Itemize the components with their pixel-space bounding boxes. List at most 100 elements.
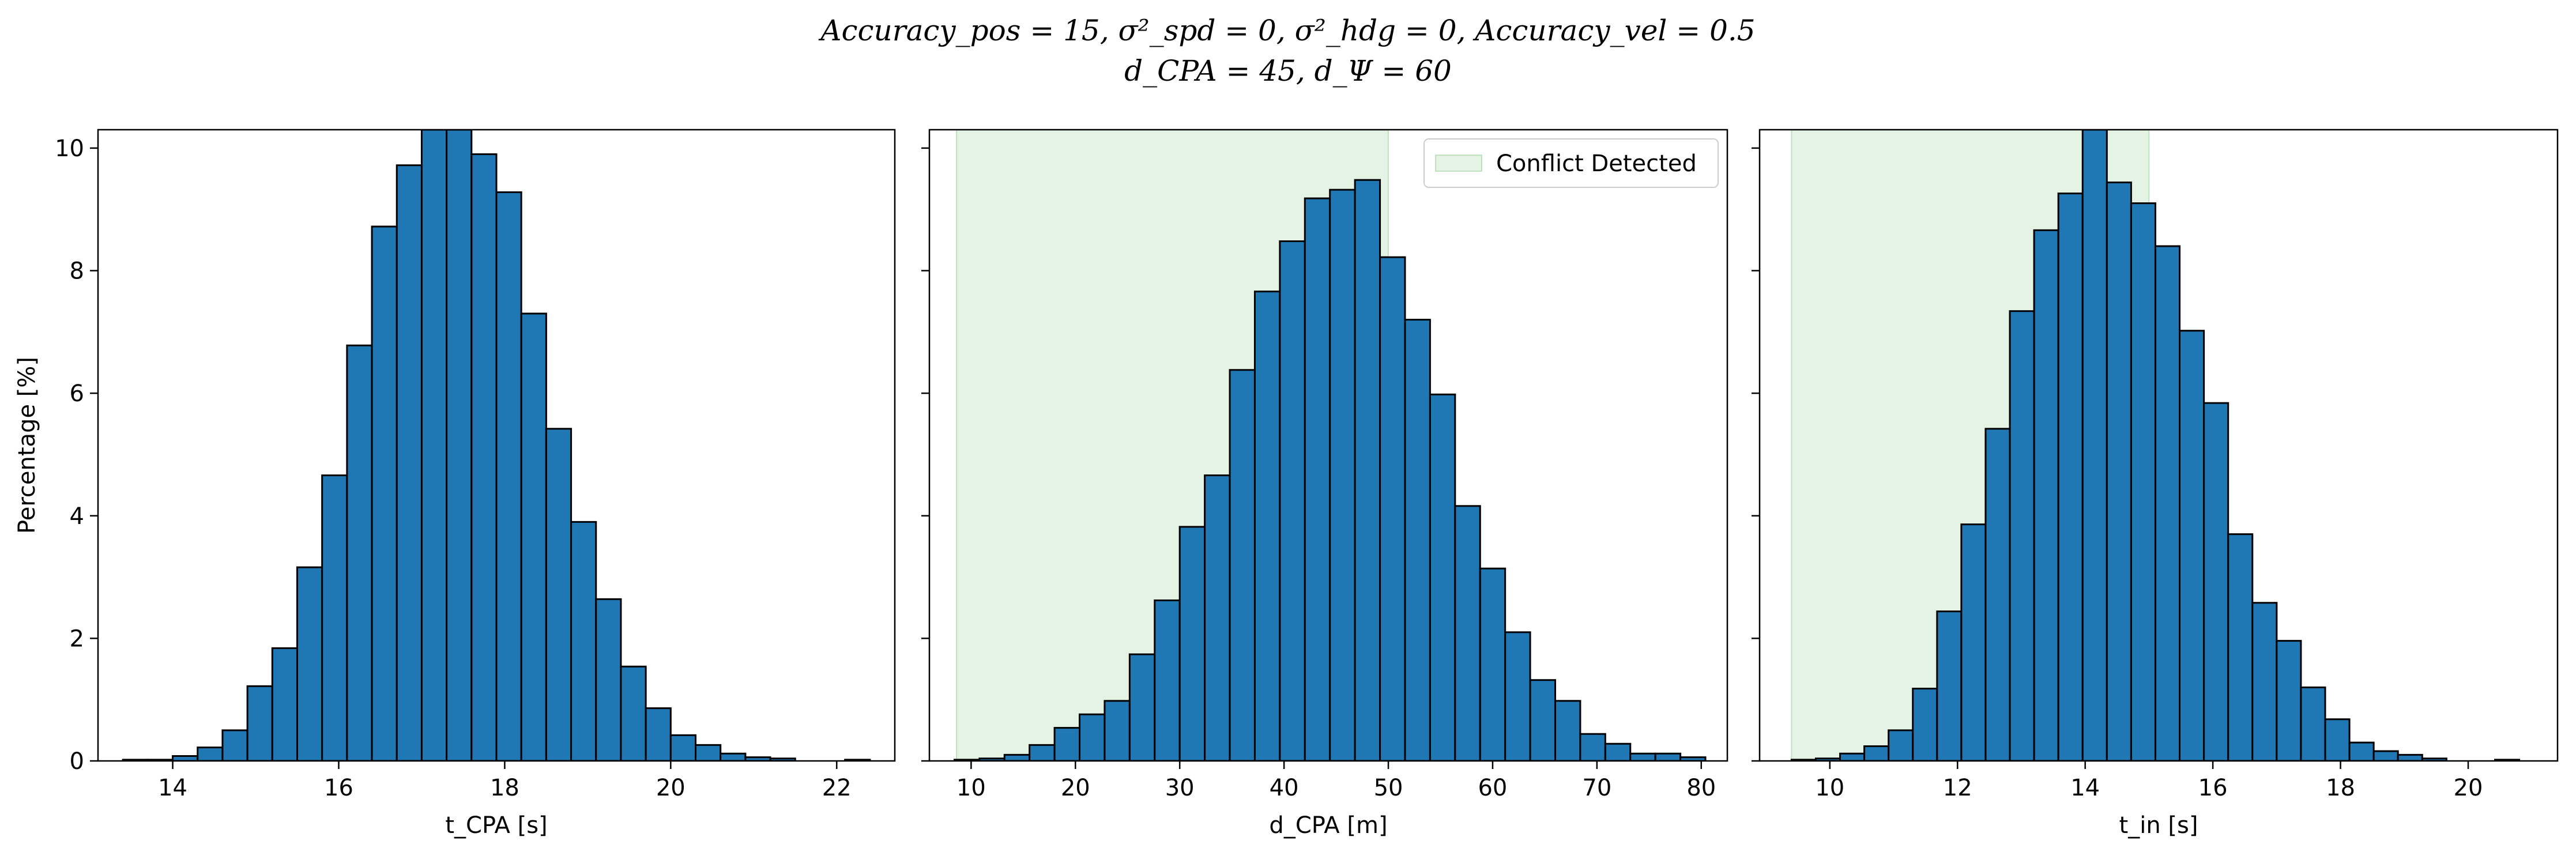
x-tick-label: 10 [1815,775,1844,801]
axes-frame [1758,129,2559,762]
x-tick-label: 18 [2326,775,2355,801]
x-tick-label: 40 [1270,775,1299,801]
histogram-bar [1003,753,1031,761]
x-tick-label: 14 [2070,775,2100,801]
histogram-bar [1604,742,1632,761]
histogram-bar [2372,750,2399,761]
x-tick-label: 18 [490,775,519,801]
histogram-bar [695,744,722,761]
histogram-bar [570,521,597,761]
histogram-bar [2227,533,2254,761]
histogram-bar [1984,428,2011,761]
histogram-bar [420,130,448,761]
histogram-bar [1554,700,1581,761]
histogram-bar [545,428,573,761]
x-tick-label: 70 [1582,775,1611,801]
x-tick-label: 22 [822,775,852,801]
histogram-bar [2276,640,2302,761]
histogram-bar [1079,713,1106,761]
panel-dcpa: 10 20 30 40 50 60 70 80 d_CPA [m] Conflict Detect… [921,129,1728,839]
histogram-bar [1629,752,1656,761]
histogram-bar [1379,256,1406,761]
histogram-bar [2081,130,2108,761]
histogram-bar [595,598,622,761]
x-tick-label: 60 [1478,775,1507,801]
histogram-bar [1579,733,1606,761]
histogram-bar [1329,189,1356,761]
histogram-bar [1912,688,1938,761]
histogram-bar [1128,653,1156,761]
x-tick-label: 80 [1686,775,1716,801]
histogram-bar [172,755,199,761]
histogram-bar [2009,310,2035,761]
x-axis-label: d_CPA [m] [1269,812,1387,839]
x-tick-label: 10 [956,775,986,801]
histogram-bar [1279,240,1306,761]
histogram-bar [1178,526,1206,761]
histogram-bar [371,225,398,761]
y-tick-label: 0 [70,748,84,775]
histogram-bar [1029,744,1056,761]
histogram-bar [1960,523,1987,761]
x-tick-label: 20 [656,775,686,801]
histogram-bar [669,734,696,761]
x-tick-label: 14 [158,775,187,801]
histogram-bar [2106,181,2132,761]
histogram-bar [1253,291,1281,761]
histogram-bar [1053,727,1081,761]
histogram-bar [1529,679,1556,761]
histogram-bar [470,153,498,761]
legend-swatch [1435,154,1482,172]
y-tick-label: 4 [70,503,84,530]
legend-label: Conflict Detected [1496,150,1697,177]
y-tick-label: 2 [70,625,84,652]
histogram-bar [221,729,248,761]
histogram-bar [2130,202,2156,761]
histogram-bar [2300,686,2326,761]
histogram-bar [2348,741,2375,761]
histogram-bar [321,474,348,761]
x-tick-label: 20 [2454,775,2483,801]
histogram-bar [1936,610,1963,761]
histogram-bar [2324,718,2351,761]
x-tick-label: 30 [1165,775,1195,801]
x-tick-label: 12 [1943,775,1972,801]
histogram-bar [1863,745,1890,761]
plot-area [1790,130,2521,761]
histogram-bar [1404,319,1431,761]
histogram-bar [1888,729,1914,761]
histogram-bar [1204,474,1231,761]
y-tick-label: 6 [70,380,84,407]
figure-title-line1: Accuracy_pos = 15, σ²_spd = 0, σ²_hdg = … [818,14,1755,47]
axes-frame [928,129,1728,762]
histogram-bar [2033,229,2059,761]
histogram-bar [645,707,672,761]
histogram-bar [1504,631,1531,761]
histogram-bar [1454,505,1481,761]
x-axis-label: t_CPA [s] [445,812,547,839]
panel-tcpa: 14 16 18 20 22 0 2 4 6 8 10 t_CPA [s] Percentage [%] [14,129,896,839]
histogram-bar [2251,602,2278,761]
histogram-bar [271,647,298,761]
histogram-bar [495,191,522,761]
histogram-bar [1479,567,1507,761]
histogram-bar [2154,245,2181,761]
histogram-bar [197,747,224,761]
histogram-bar [2203,402,2229,761]
legend-box [1423,138,1719,188]
histogram-bar [1354,179,1381,761]
histogram-bar [520,312,547,761]
x-tick-label: 20 [1061,775,1090,801]
histogram-bar [2057,193,2084,761]
y-tick-label: 8 [70,258,84,285]
figure-title-line2: d_CPA = 45, d_Ψ = 60 [1124,54,1452,88]
histogram-bar [396,164,423,761]
plot-area [953,130,1707,761]
x-axis-label: t_in [s] [2119,812,2198,839]
histogram-bar [1429,393,1456,761]
histogram-bar [2179,330,2205,761]
histogram-bar [620,665,647,761]
x-tick-label: 16 [2198,775,2228,801]
histogram-bar [1104,700,1131,761]
